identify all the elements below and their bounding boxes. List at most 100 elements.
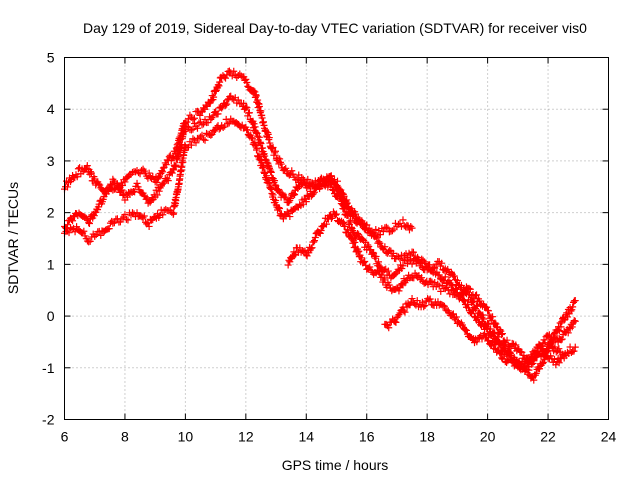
data-point: [402, 277, 410, 285]
data-point: [571, 297, 579, 305]
data-point: [512, 341, 520, 349]
data-point: [354, 229, 362, 237]
data-point: [248, 134, 256, 142]
data-point: [330, 179, 338, 187]
data-point: [245, 109, 253, 117]
data-point: [136, 170, 144, 178]
data-point: [420, 303, 428, 311]
data-point: [395, 287, 403, 295]
data-point: [439, 301, 447, 309]
data-point: [86, 237, 94, 245]
data-point: [491, 319, 499, 327]
data-point: [457, 281, 465, 289]
data-point: [215, 82, 223, 90]
data-point: [418, 274, 426, 282]
data-point: [208, 92, 216, 100]
data-point: [252, 92, 260, 100]
data-point: [274, 154, 282, 162]
data-point: [272, 147, 280, 155]
data-point: [408, 224, 416, 232]
y-tick-label: -2: [42, 412, 55, 428]
data-point: [485, 311, 493, 319]
x-tick-label: 6: [61, 429, 69, 445]
x-tick-label: 18: [419, 429, 435, 445]
data-point: [394, 265, 402, 273]
data-point: [452, 313, 460, 321]
data-point: [375, 258, 383, 266]
data-point: [309, 190, 317, 198]
data-point: [310, 188, 318, 196]
data-point: [285, 198, 293, 206]
y-tick-label: 3: [47, 153, 55, 169]
data-point: [254, 96, 262, 104]
data-point: [200, 120, 208, 128]
y-axis-label: SDTVAR / TECUs: [5, 182, 21, 294]
data-point: [557, 336, 565, 344]
x-tick-label: 22: [540, 429, 556, 445]
data-point: [405, 249, 413, 257]
data-point: [355, 247, 363, 255]
data-point: [364, 241, 372, 249]
x-tick-label: 16: [359, 429, 375, 445]
data-point: [497, 350, 505, 358]
data-point: [219, 123, 227, 131]
data-point: [119, 191, 127, 199]
data-point: [508, 357, 516, 365]
data-point: [222, 101, 230, 109]
data-point: [351, 238, 359, 246]
x-tick-label: 10: [178, 429, 194, 445]
data-point: [198, 131, 206, 139]
data-point: [355, 231, 363, 239]
data-point: [250, 120, 258, 128]
data-point: [498, 330, 506, 338]
data-point: [277, 160, 285, 168]
data-point: [557, 355, 565, 363]
data-point: [243, 104, 251, 112]
data-point: [187, 126, 195, 134]
data-point: [64, 221, 72, 229]
series-track-d: [284, 208, 564, 368]
series-track-e: [381, 295, 579, 372]
data-point: [216, 78, 224, 86]
data-point: [557, 323, 565, 331]
data-point: [503, 336, 511, 344]
x-axis-label: GPS time / hours: [282, 457, 389, 473]
data-point: [212, 87, 220, 95]
data-point: [369, 248, 377, 256]
data-point: [159, 211, 167, 219]
data-point: [186, 138, 194, 146]
data-point: [315, 180, 323, 188]
data-point: [533, 349, 541, 357]
data-point: [282, 164, 290, 172]
data-point: [363, 221, 371, 229]
plot-frame: [64, 57, 609, 420]
data-point: [523, 363, 531, 371]
data-point: [446, 290, 454, 298]
data-point: [555, 345, 563, 353]
data-point: [385, 324, 393, 332]
data-point: [300, 177, 308, 185]
data-point: [65, 229, 73, 237]
data-point: [267, 168, 275, 176]
data-point: [556, 319, 564, 327]
data-point: [331, 211, 339, 219]
data-point: [564, 329, 572, 337]
data-point: [551, 343, 559, 351]
data-point: [417, 260, 425, 268]
data-point: [449, 310, 457, 318]
data-point: [451, 285, 459, 293]
data-point: [87, 169, 95, 177]
data-point: [133, 179, 141, 187]
data-point: [243, 126, 251, 134]
data-point: [411, 252, 419, 260]
data-point: [347, 231, 355, 239]
data-point: [460, 290, 468, 298]
data-point: [219, 103, 227, 111]
data-point: [153, 178, 161, 186]
data-point: [341, 204, 348, 212]
data-point: [121, 211, 129, 219]
chart-title: Day 129 of 2019, Sidereal Day-to-day VTE…: [83, 20, 587, 36]
data-point: [118, 186, 126, 194]
data-point: [555, 327, 563, 335]
